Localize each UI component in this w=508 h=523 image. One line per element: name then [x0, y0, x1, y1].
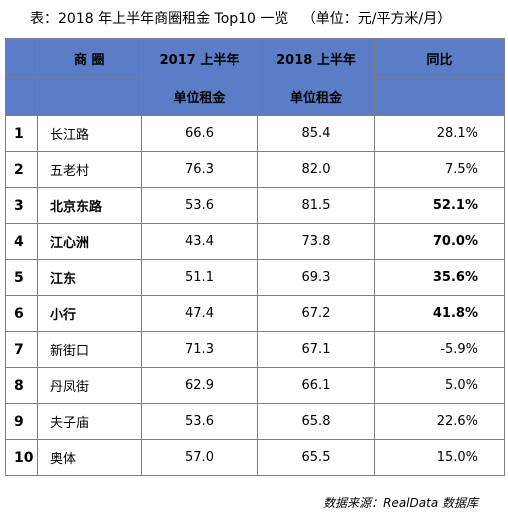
yoy-cell: 15.0% — [374, 439, 505, 476]
rent-2017-cell: 66.6 — [141, 115, 258, 152]
header-name: 商 圈 — [37, 38, 142, 78]
rent-2017-cell: 57.0 — [141, 439, 258, 476]
table-row: 8 丹凤街 62.9 66.1 5.0% — [5, 367, 505, 404]
rent-2018-cell: 81.5 — [257, 187, 375, 224]
rank-cell: 8 — [5, 367, 38, 404]
yoy-cell: 35.6% — [374, 259, 505, 296]
district-name-cell: 北京东路 — [37, 187, 142, 224]
rent-2017-cell: 47.4 — [141, 295, 258, 332]
rent-2018-cell: 69.3 — [257, 259, 375, 296]
rent-2017-cell: 62.9 — [141, 367, 258, 404]
table-row: 4 江心洲 43.4 73.8 70.0% — [5, 223, 505, 260]
header-2018-top: 2018 上半年 — [257, 38, 375, 78]
rent-2018-cell: 65.5 — [257, 439, 375, 476]
rent-2018-cell: 85.4 — [257, 115, 375, 152]
rank-cell: 2 — [5, 151, 38, 188]
rank-cell: 9 — [5, 403, 38, 440]
rank-cell: 5 — [5, 259, 38, 296]
district-name-cell: 小行 — [37, 295, 142, 332]
yoy-cell: -5.9% — [374, 331, 505, 368]
rent-2018-cell: 73.8 — [257, 223, 375, 260]
rent-2017-cell: 43.4 — [141, 223, 258, 260]
rent-2017-cell: 51.1 — [141, 259, 258, 296]
table-body: 1 长江路 66.6 85.4 28.1% 2 五老村 76.3 82.0 7.5% 3 北京东路 53… — [5, 115, 505, 476]
rent-2017-cell: 71.3 — [141, 331, 258, 368]
yoy-cell: 41.8% — [374, 295, 505, 332]
yoy-cell: 70.0% — [374, 223, 505, 260]
rent-2018-cell: 67.2 — [257, 295, 375, 332]
rank-cell: 7 — [5, 331, 38, 368]
rank-cell: 4 — [5, 223, 38, 260]
header-rank — [5, 38, 38, 78]
rank-cell: 10 — [5, 439, 38, 476]
table-row: 7 新街口 71.3 67.1 -5.9% — [5, 331, 505, 368]
district-name-cell: 新街口 — [37, 331, 142, 368]
table-row: 2 五老村 76.3 82.0 7.5% — [5, 151, 505, 188]
district-name-cell: 奥体 — [37, 439, 142, 476]
rent-2018-cell: 82.0 — [257, 151, 375, 188]
table-row: 1 长江路 66.6 85.4 28.1% — [5, 115, 505, 152]
table-row: 3 北京东路 53.6 81.5 52.1% — [5, 187, 505, 224]
header-rank-2 — [5, 77, 38, 116]
rank-cell: 3 — [5, 187, 38, 224]
rent-2017-cell: 53.6 — [141, 187, 258, 224]
table-row: 6 小行 47.4 67.2 41.8% — [5, 295, 505, 332]
header-2018-bottom: 单位租金 — [257, 77, 375, 116]
header-2017-top: 2017 上半年 — [141, 38, 258, 78]
district-name-cell: 五老村 — [37, 151, 142, 188]
table-row: 9 夫子庙 53.6 65.8 22.6% — [5, 403, 505, 440]
district-name-cell: 夫子庙 — [37, 403, 142, 440]
rent-2018-cell: 65.8 — [257, 403, 375, 440]
yoy-cell: 22.6% — [374, 403, 505, 440]
yoy-cell: 5.0% — [374, 367, 505, 404]
table-row: 10 奥体 57.0 65.5 15.0% — [5, 439, 505, 476]
header-yoy-2 — [374, 77, 505, 116]
rent-2017-cell: 53.6 — [141, 403, 258, 440]
district-name-cell: 丹凤街 — [37, 367, 142, 404]
district-name-cell: 长江路 — [37, 115, 142, 152]
header-name-2 — [37, 77, 142, 116]
data-source: 数据来源：RealData 数据库 — [323, 496, 478, 510]
rent-2018-cell: 67.1 — [257, 331, 375, 368]
district-name-cell: 江心洲 — [37, 223, 142, 260]
yoy-cell: 52.1% — [374, 187, 505, 224]
rank-cell: 6 — [5, 295, 38, 332]
yoy-cell: 7.5% — [374, 151, 505, 188]
table-title: 表：2018 年上半年商圈租金 Top10 一览 （单位：元/平方米/月） — [30, 11, 452, 27]
table-row: 5 江东 51.1 69.3 35.6% — [5, 259, 505, 296]
table-header: 商 圈 2017 上半年 2018 上半年 同比 单位租金 单位租金 — [5, 38, 505, 116]
rent-2017-cell: 76.3 — [141, 151, 258, 188]
header-yoy: 同比 — [374, 38, 505, 78]
district-name-cell: 江东 — [37, 259, 142, 296]
rent-2018-cell: 66.1 — [257, 367, 375, 404]
rank-cell: 1 — [5, 115, 38, 152]
rent-table: 商 圈 2017 上半年 2018 上半年 同比 单位租金 单位租金 1 长江路 6… — [5, 38, 505, 476]
header-2017-bottom: 单位租金 — [141, 77, 258, 116]
yoy-cell: 28.1% — [374, 115, 505, 152]
